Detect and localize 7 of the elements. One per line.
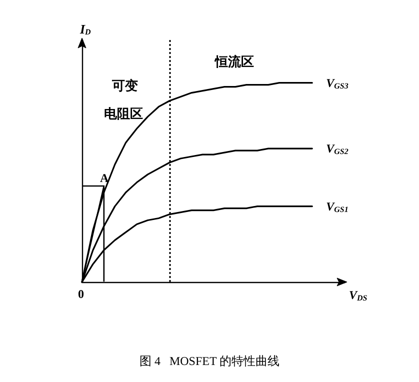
text: 恒流区 <box>214 54 254 70</box>
y-axis-title: ID <box>79 22 92 36</box>
annotation: A <box>100 171 109 185</box>
annotation: 电阻区 <box>104 107 143 122</box>
text: 0 <box>78 287 84 301</box>
text: 图 4 MOSFET 的特性曲线 <box>139 354 280 368</box>
annotation: 可变 <box>111 78 138 94</box>
